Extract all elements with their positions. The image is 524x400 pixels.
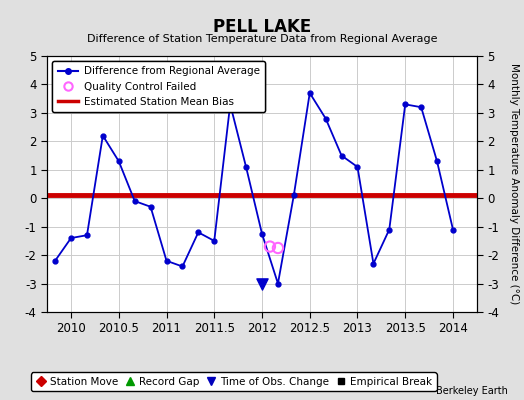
Text: PELL LAKE: PELL LAKE <box>213 18 311 36</box>
Y-axis label: Monthly Temperature Anomaly Difference (°C): Monthly Temperature Anomaly Difference (… <box>509 63 519 305</box>
Text: Berkeley Earth: Berkeley Earth <box>436 386 508 396</box>
Point <box>274 245 282 251</box>
Text: Difference of Station Temperature Data from Regional Average: Difference of Station Temperature Data f… <box>87 34 437 44</box>
Point <box>266 243 274 250</box>
Point <box>258 280 266 287</box>
Legend: Difference from Regional Average, Quality Control Failed, Estimated Station Mean: Difference from Regional Average, Qualit… <box>52 61 265 112</box>
Legend: Station Move, Record Gap, Time of Obs. Change, Empirical Break: Station Move, Record Gap, Time of Obs. C… <box>31 372 436 391</box>
